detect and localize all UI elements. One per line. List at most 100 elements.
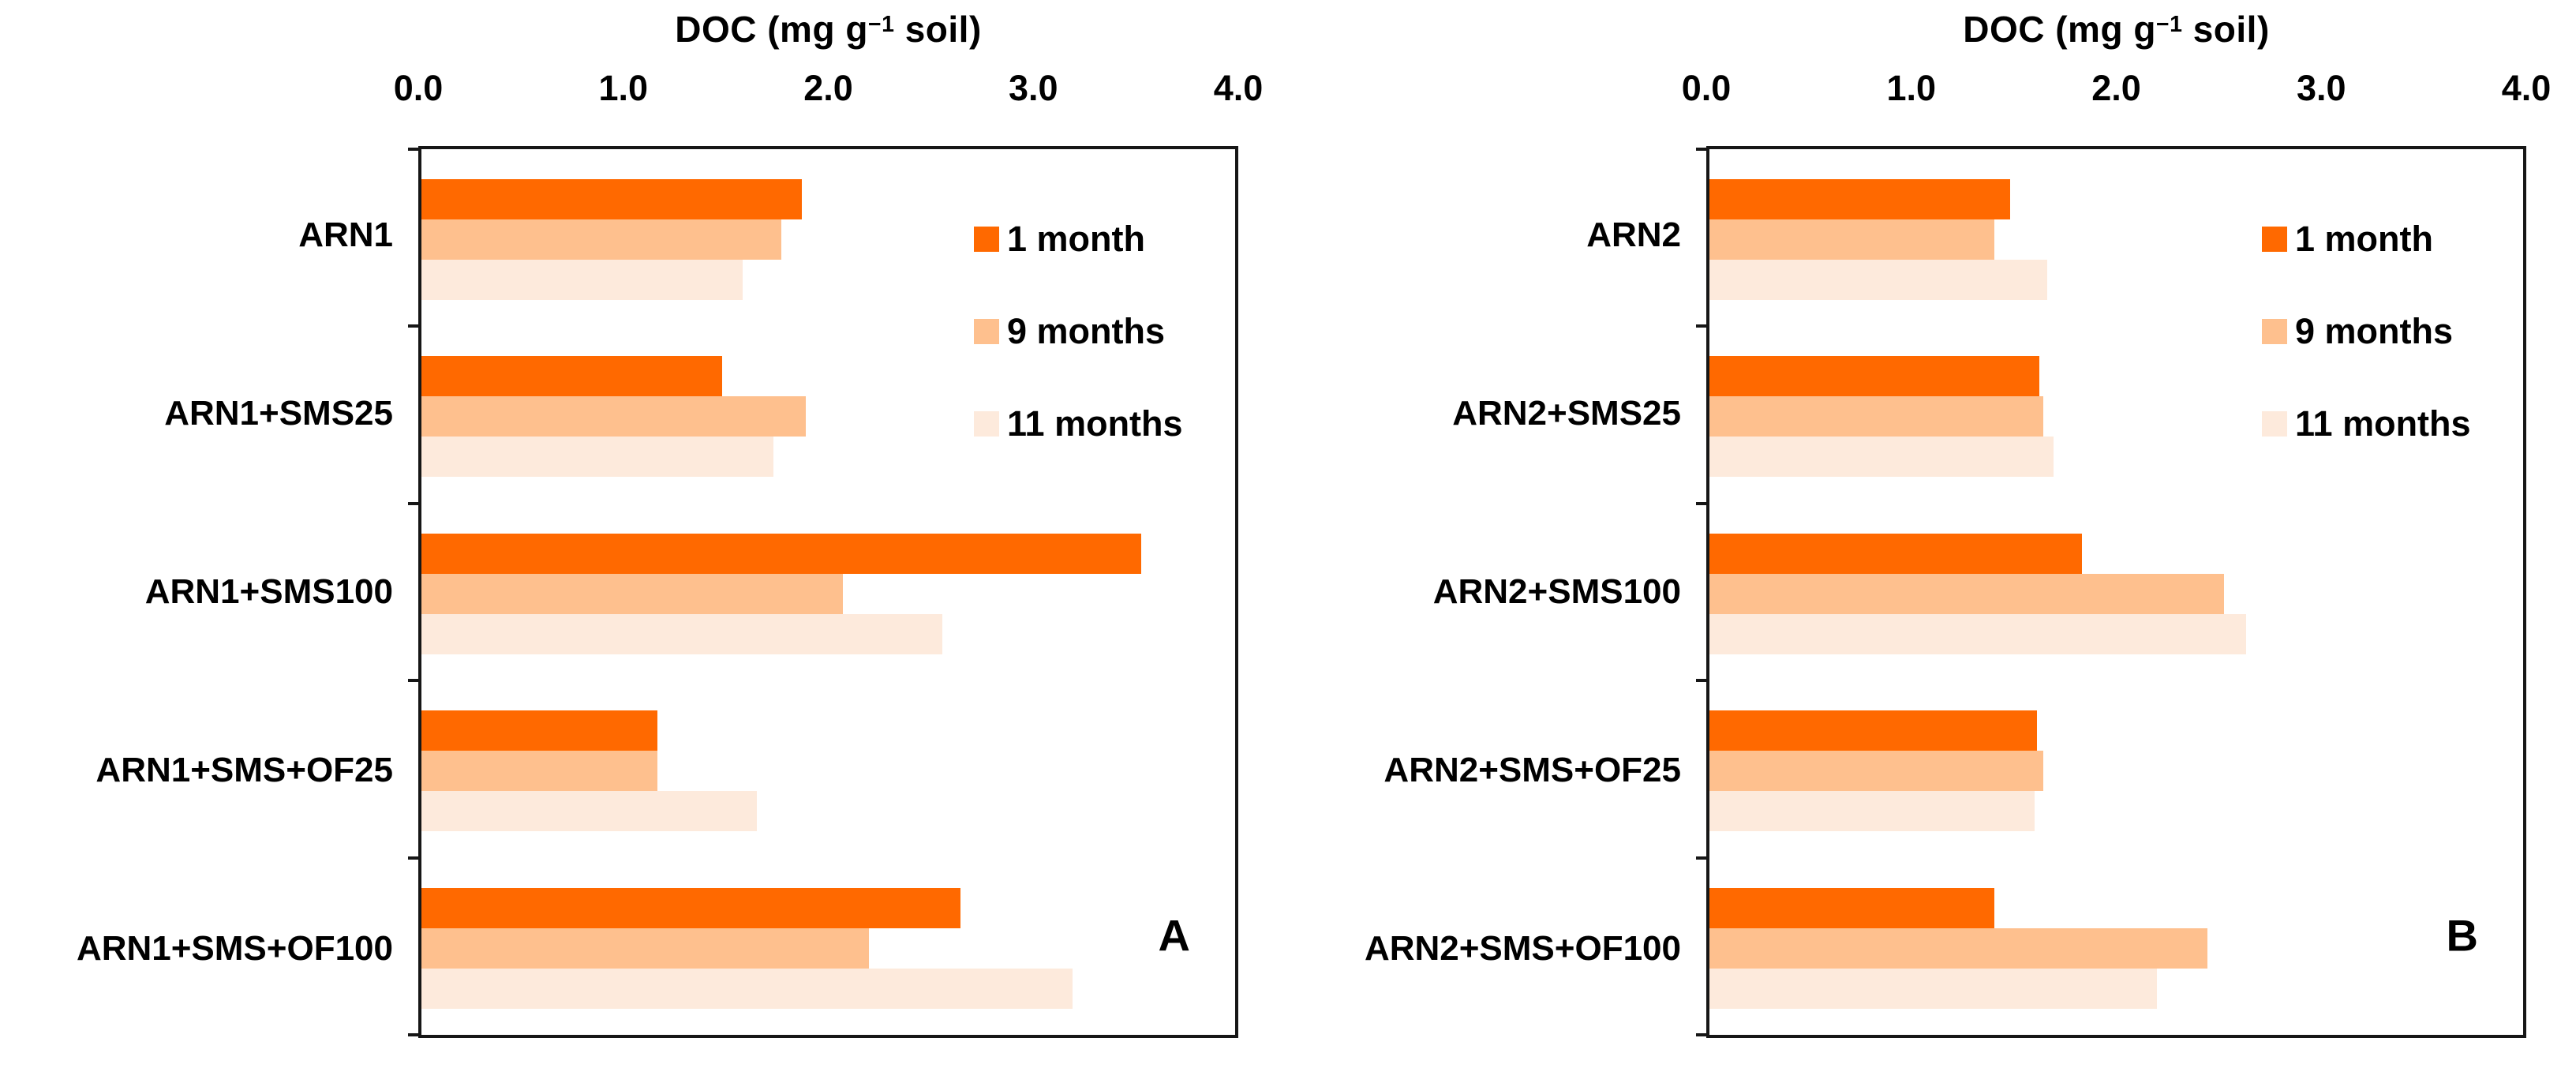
bar-1-month xyxy=(421,533,1142,574)
category-axis-tick xyxy=(408,324,418,328)
category-axis-labels: ARN2 ARN2+SMS25 ARN2+SMS100 ARN2+SMS+OF25 AR… xyxy=(1288,146,1681,1038)
category-axis-tick xyxy=(1696,501,1706,505)
category-label: ARN2+SMS100 xyxy=(1432,572,1681,611)
bar-group xyxy=(1709,504,2523,680)
category-axis-tick xyxy=(1696,679,1706,683)
x-axis-title: DOC (mg g−1 soil) xyxy=(418,8,1238,51)
category-axis-tick xyxy=(408,148,418,151)
legend-item: 9 months xyxy=(974,311,1183,351)
bar-9-months xyxy=(421,573,843,614)
category-label: ARN1+SMS+OF100 xyxy=(76,929,393,968)
category-axis-labels: ARN1 ARN1+SMS25 ARN1+SMS100 ARN1+SMS+OF25 AR… xyxy=(0,146,393,1038)
bar-block xyxy=(421,179,1235,300)
legend-label: 11 months xyxy=(1007,403,1183,444)
panel-letter: A xyxy=(1158,910,1190,961)
x-tick-label: 3.0 xyxy=(2296,68,2346,108)
x-axis-title-superscript: −1 xyxy=(2155,12,2183,38)
bar-11-months xyxy=(1709,260,2047,300)
category-label: ARN2+SMS25 xyxy=(1452,394,1681,433)
legend-item: 1 month xyxy=(2262,219,2471,259)
bar-1-month xyxy=(1709,179,2011,219)
category-axis-tick xyxy=(408,501,418,505)
bar-1-month xyxy=(421,356,723,397)
bar-block xyxy=(1709,179,2523,300)
bar-block xyxy=(1709,533,2523,654)
bar-11-months xyxy=(421,968,1073,1009)
x-axis-title-text: DOC (mg g xyxy=(675,9,868,50)
bar-9-months xyxy=(1709,396,2043,437)
bar-9-months xyxy=(421,751,657,792)
legend-swatch-1-month xyxy=(974,226,999,252)
category-label: ARN1 xyxy=(298,215,393,254)
x-tick-label: 2.0 xyxy=(2091,68,2141,108)
bar-11-months xyxy=(421,437,773,478)
bar-11-months xyxy=(1709,613,2247,654)
category-axis-tick xyxy=(1696,856,1706,860)
x-tick-label: 3.0 xyxy=(1008,68,1058,108)
bar-1-month xyxy=(421,179,802,219)
legend-swatch-1-month xyxy=(2262,226,2287,252)
category-label: ARN1+SMS100 xyxy=(144,572,393,611)
bar-1-month xyxy=(421,887,961,928)
bar-9-months xyxy=(421,219,782,260)
bar-9-months xyxy=(1709,573,2225,614)
bar-1-month xyxy=(1709,533,2082,574)
bar-11-months xyxy=(421,613,942,654)
bar-11-months xyxy=(421,791,758,832)
bar-group xyxy=(1709,326,2523,503)
category-axis-tick xyxy=(408,679,418,683)
legend-item: 9 months xyxy=(2262,311,2471,351)
category-axis-tick xyxy=(1696,324,1706,328)
x-axis-tick-labels: 0.0 1.0 2.0 3.0 4.0 xyxy=(394,68,1264,112)
bar-groups xyxy=(1696,148,2523,1036)
category-axis-tick xyxy=(408,1033,418,1036)
plot-area: 1 month 9 months 11 months B xyxy=(1696,146,2526,1038)
x-tick-label: 2.0 xyxy=(803,68,853,108)
bar-group xyxy=(421,680,1235,857)
legend: 1 month 9 months 11 months xyxy=(974,219,1183,496)
category-axis-tick xyxy=(1696,148,1706,151)
bar-block xyxy=(421,356,1235,478)
category-label: ARN1+SMS25 xyxy=(164,394,393,433)
bar-9-months xyxy=(1709,751,2043,792)
x-tick-label: 0.0 xyxy=(393,68,444,108)
x-tick-label: 1.0 xyxy=(598,68,649,108)
x-axis-tick-labels: 0.0 1.0 2.0 3.0 4.0 xyxy=(1682,68,2552,112)
bar-group xyxy=(1709,680,2523,857)
legend-swatch-11-months xyxy=(974,410,999,437)
bar-11-months xyxy=(1709,437,2054,478)
x-tick-label: 4.0 xyxy=(1213,68,1264,108)
bar-block xyxy=(421,533,1235,654)
category-label: ARN2+SMS+OF100 xyxy=(1364,929,1681,968)
category-axis-tick xyxy=(1696,1033,1706,1036)
bar-1-month xyxy=(1709,710,2037,751)
category-label: ARN2+SMS+OF25 xyxy=(1383,751,1681,789)
bar-9-months xyxy=(421,927,870,969)
bar-group xyxy=(421,858,1235,1035)
x-axis-title: DOC (mg g−1 soil) xyxy=(1706,8,2526,51)
legend-swatch-11-months xyxy=(2262,410,2287,437)
category-axis-tick xyxy=(408,856,418,860)
bar-groups xyxy=(408,148,1235,1036)
bar-group xyxy=(421,504,1235,680)
bar-group xyxy=(1709,858,2523,1035)
legend-label: 1 month xyxy=(2295,218,2433,259)
bar-block xyxy=(1709,356,2523,478)
legend-item: 1 month xyxy=(974,219,1183,259)
bar-group xyxy=(421,326,1235,503)
panel-b: DOC (mg g−1 soil) 0.0 1.0 2.0 3.0 4.0 ARN2 AR… xyxy=(1288,0,2576,1068)
category-label: ARN2 xyxy=(1586,215,1681,254)
bar-block xyxy=(1709,710,2523,832)
legend-item: 11 months xyxy=(2262,403,2471,444)
bar-block xyxy=(421,887,1235,1009)
category-label: ARN1+SMS+OF25 xyxy=(95,751,393,789)
x-tick-label: 1.0 xyxy=(1886,68,1937,108)
x-tick-label: 0.0 xyxy=(1681,68,1732,108)
legend-item: 11 months xyxy=(974,403,1183,444)
legend-label: 1 month xyxy=(1007,218,1145,259)
x-axis-title-superscript: −1 xyxy=(867,12,895,38)
bar-9-months xyxy=(1709,927,2208,969)
panel-letter: B xyxy=(2446,910,2478,961)
plot-area: 1 month 9 months 11 months A xyxy=(408,146,1238,1038)
